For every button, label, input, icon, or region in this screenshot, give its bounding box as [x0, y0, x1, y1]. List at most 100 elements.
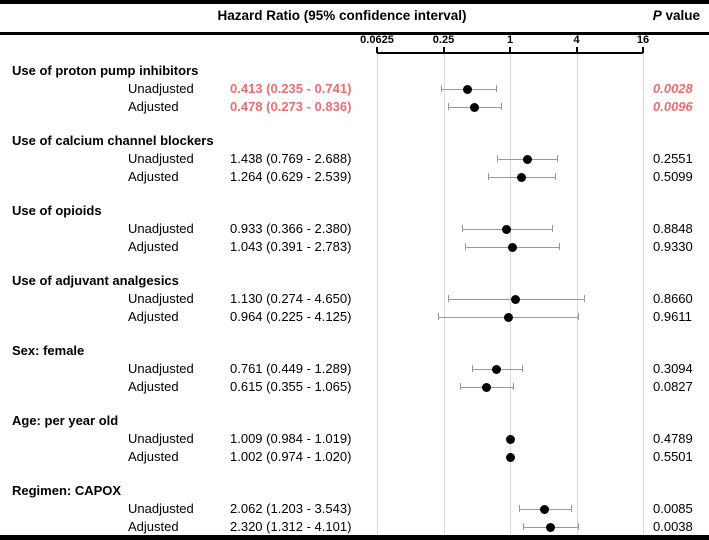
- estimate-text: 0.478 (0.273 - 0.836): [230, 99, 352, 114]
- ci-cap-high: [559, 243, 561, 250]
- forest-row: Unadjusted 2.062 (1.203 - 3.543) 0.0085: [0, 500, 709, 518]
- ci-cap-high: [570, 505, 572, 512]
- forest-row: Adjusted 1.002 (0.974 - 1.020) 0.5501: [0, 448, 709, 466]
- p-value: 0.9330: [653, 239, 693, 254]
- forest-group: Use of proton pump inhibitors Unadjusted 0…: [0, 62, 709, 116]
- point-estimate-marker: [482, 382, 492, 392]
- ci-cap-low: [461, 225, 463, 232]
- p-value: 0.0827: [653, 379, 693, 394]
- forest-row: Unadjusted 1.438 (0.769 - 2.688) 0.2551: [0, 150, 709, 168]
- ci-cap-high: [513, 383, 515, 390]
- ci-cap-high: [551, 225, 553, 232]
- forest-row: Adjusted 0.615 (0.355 - 1.065) 0.0827: [0, 378, 709, 396]
- axis-tick-label: 0.25: [432, 34, 455, 46]
- point-estimate-marker: [470, 102, 480, 112]
- group-label: Use of adjuvant analgesics: [12, 273, 179, 288]
- forest-row: Unadjusted 0.761 (0.449 - 1.289) 0.3094: [0, 360, 709, 378]
- axis-tick-mark: [575, 47, 578, 53]
- group-label: Age: per year old: [12, 413, 119, 428]
- p-value: 0.5099: [653, 169, 693, 184]
- forest-row: Adjusted 1.264 (0.629 - 2.539) 0.5099: [0, 168, 709, 186]
- estimate-text: 1.438 (0.769 - 2.688): [230, 151, 352, 166]
- axis-tick-mark: [509, 47, 511, 53]
- forest-row: Unadjusted 1.009 (0.984 - 1.019) 0.4789: [0, 430, 709, 448]
- group-label: Use of proton pump inhibitors: [12, 63, 199, 78]
- point-estimate-marker: [492, 364, 502, 374]
- point-estimate-marker: [522, 154, 532, 164]
- point-estimate-marker: [545, 522, 555, 532]
- axis-tick-label: 0.0625: [360, 34, 394, 46]
- estimate-text: 2.062 (1.203 - 3.543): [230, 501, 352, 516]
- row-label: Adjusted: [128, 309, 179, 324]
- row-label: Unadjusted: [128, 221, 194, 236]
- ci-cap-high: [577, 313, 579, 320]
- forest-group: Sex: female Unadjusted 0.761 (0.449 - 1.28…: [0, 342, 709, 396]
- forest-group: Use of calcium channel blockers Unadjuste…: [0, 132, 709, 186]
- ci-cap-high: [522, 365, 524, 372]
- gridline: [510, 54, 511, 535]
- p-value: 0.2551: [653, 151, 693, 166]
- ci-cap-high: [577, 523, 579, 530]
- gridline: [377, 54, 378, 535]
- estimate-text: 1.043 (0.391 - 2.783): [230, 239, 352, 254]
- ci-cap-low: [438, 313, 440, 320]
- p-value: 0.9611: [653, 309, 692, 324]
- forest-group: Age: per year old Unadjusted 1.009 (0.984 …: [0, 412, 709, 466]
- row-label: Adjusted: [128, 519, 179, 534]
- p-value: 0.4789: [653, 431, 693, 446]
- estimate-text: 1.002 (0.974 - 1.020): [230, 449, 352, 464]
- gridline: [643, 54, 644, 535]
- ci-cap-high: [495, 85, 497, 92]
- axis-tick-label: 4: [573, 34, 580, 46]
- point-estimate-marker: [516, 172, 526, 182]
- forest-group: Use of opioids Unadjusted 0.933 (0.366 - 2…: [0, 202, 709, 256]
- point-estimate-marker: [507, 242, 517, 252]
- p-value: 0.5501: [653, 449, 693, 464]
- point-estimate-marker: [502, 224, 512, 234]
- p-value: 0.0038: [653, 519, 693, 534]
- group-label: Sex: female: [12, 343, 85, 358]
- point-estimate-marker: [505, 452, 515, 462]
- row-label: Adjusted: [128, 449, 179, 464]
- row-label: Unadjusted: [128, 361, 194, 376]
- estimate-text: 0.933 (0.366 - 2.380): [230, 221, 352, 236]
- row-label: Adjusted: [128, 169, 179, 184]
- p-value-header-rest: value: [661, 8, 700, 23]
- row-label: Adjusted: [128, 379, 179, 394]
- row-label: Adjusted: [128, 99, 179, 114]
- forest-row: Unadjusted 0.933 (0.366 - 2.380) 0.8848: [0, 220, 709, 238]
- axis-tick-label: 1: [506, 34, 514, 46]
- point-estimate-marker: [540, 504, 550, 514]
- p-value: 0.3094: [653, 361, 693, 376]
- forest-row: Adjusted 1.043 (0.391 - 2.783) 0.9330: [0, 238, 709, 256]
- forest-row: Unadjusted 1.130 (0.274 - 4.650) 0.8660: [0, 290, 709, 308]
- ci-cap-low: [518, 505, 520, 512]
- group-label: Regimen: CAPOX: [12, 483, 122, 498]
- row-label: Unadjusted: [128, 431, 194, 446]
- point-estimate-marker: [511, 294, 521, 304]
- row-label: Adjusted: [128, 239, 179, 254]
- group-label: Use of calcium channel blockers: [12, 133, 214, 148]
- p-value: 0.0028: [653, 81, 693, 96]
- axis-tick-mark: [442, 47, 445, 53]
- p-value: 0.8848: [653, 221, 693, 236]
- point-estimate-marker: [463, 84, 473, 94]
- forest-row: Adjusted 2.320 (1.312 - 4.101) 0.0038: [0, 518, 709, 536]
- plot-body: Use of proton pump inhibitors Unadjusted 0…: [0, 55, 709, 535]
- estimate-text: 2.320 (1.312 - 4.101): [230, 519, 352, 534]
- p-value: 0.0096: [653, 99, 693, 114]
- p-value-column-header: P value: [653, 8, 700, 23]
- chart-title: Hazard Ratio (95% confidence interval): [217, 8, 467, 23]
- axis-line: [377, 52, 643, 54]
- forest-row: Adjusted 0.964 (0.225 - 4.125) 0.9611: [0, 308, 709, 326]
- estimate-text: 0.615 (0.355 - 1.065): [230, 379, 352, 394]
- forest-row: Unadjusted 0.413 (0.235 - 0.741) 0.0028: [0, 80, 709, 98]
- ci-cap-low: [464, 243, 466, 250]
- ci-cap-low: [523, 523, 525, 530]
- point-estimate-marker: [505, 434, 515, 444]
- point-estimate-marker: [503, 312, 513, 322]
- forest-row: Adjusted 0.478 (0.273 - 0.836) 0.0096: [0, 98, 709, 116]
- ci-cap-low: [447, 295, 449, 302]
- bottom-rule: [0, 535, 709, 540]
